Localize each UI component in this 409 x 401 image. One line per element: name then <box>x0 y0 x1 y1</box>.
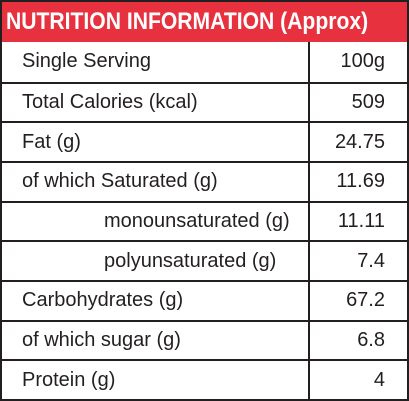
row-polyunsaturated: polyunsaturated (g) 7.4 <box>2 240 407 280</box>
row-label: Protein (g) <box>22 368 116 391</box>
row-value: 24.75 <box>334 130 385 153</box>
row-label: Fat (g) <box>22 130 81 153</box>
row-protein: Protein (g) 4 <box>2 359 407 399</box>
row-label: polyunsaturated (g) <box>104 249 277 272</box>
row-single-serving: Single Serving 100g <box>2 42 407 82</box>
row-value: 7.4 <box>357 249 385 272</box>
row-value: 100g <box>340 50 386 73</box>
row-monounsaturated: monounsaturated (g) 11.11 <box>2 200 407 241</box>
row-value: 11.69 <box>336 170 385 193</box>
column-divider <box>308 42 310 399</box>
nutrition-title-bar: NUTRITION INFORMATION (Approx) <box>2 2 407 42</box>
row-carbohydrates: Carbohydrates (g) 67.2 <box>2 280 407 320</box>
row-label: Single Serving <box>22 50 151 73</box>
row-label: Total Calories (kcal) <box>22 90 198 113</box>
row-label: Carbohydrates (g) <box>22 289 184 312</box>
row-saturated: of which Saturated (g) 11.69 <box>2 161 407 201</box>
row-label: of which sugar (g) <box>22 328 181 351</box>
row-value: 11.11 <box>337 209 385 232</box>
row-value: 67.2 <box>346 289 385 312</box>
row-value: 509 <box>351 90 385 113</box>
nutrition-table: Single Serving 100g Total Calories (kcal… <box>2 42 407 399</box>
row-value: 6.8 <box>357 328 385 351</box>
row-label: monounsaturated (g) <box>104 209 290 232</box>
nutrition-title: NUTRITION INFORMATION (Approx) <box>6 8 369 35</box>
row-total-calories: Total Calories (kcal) 509 <box>2 81 407 122</box>
row-value: 4 <box>373 368 385 391</box>
row-sugar: of which sugar (g) 6.8 <box>2 319 407 360</box>
row-fat: Fat (g) 24.75 <box>2 121 407 161</box>
row-label: of which Saturated (g) <box>22 170 218 193</box>
